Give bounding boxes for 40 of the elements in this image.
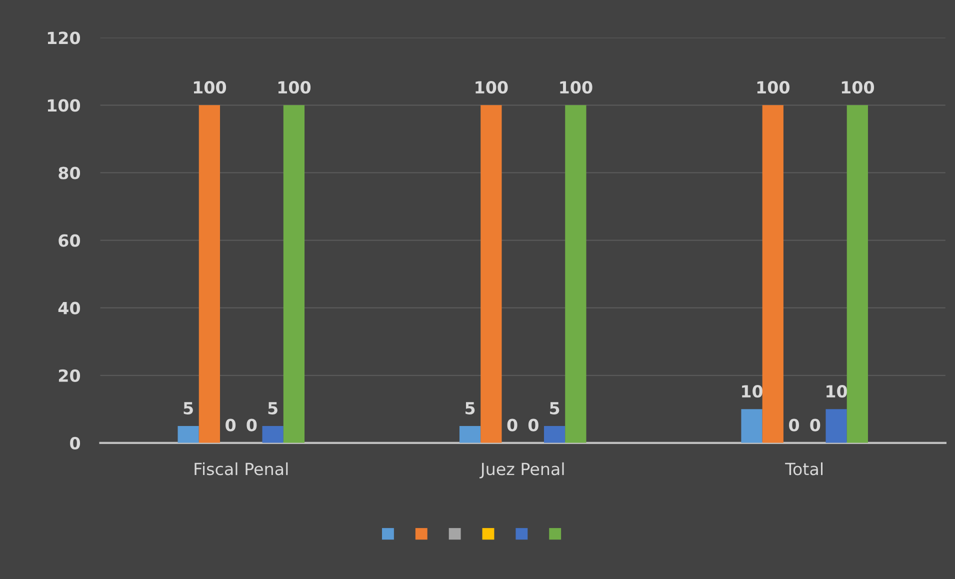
data-label: 10 [742,384,763,398]
y-tick-label: 20 [58,369,80,382]
data-label: 100 [842,81,874,94]
bar [198,105,220,443]
data-label: 5 [268,402,278,414]
data-label: 100 [560,81,592,94]
x-tick-label: Juez Penal [480,462,564,478]
bar [544,426,566,443]
data-label: 0 [507,418,518,432]
y-tick-label: 80 [58,166,80,180]
bar [826,409,847,443]
x-tick-label: Fiscal Penal [194,462,288,476]
y-tick-label: 100 [48,99,80,112]
bar [762,105,784,443]
data-label: 10 [826,384,848,398]
data-label: 0 [246,418,257,432]
data-label: 5 [184,402,193,414]
bar [741,409,762,443]
bar [846,105,868,443]
bar [459,426,481,443]
data-label: 100 [194,81,226,94]
data-label: 0 [528,418,538,432]
data-label: 5 [550,402,560,414]
data-label: 0 [810,418,820,432]
data-label: 0 [789,418,800,432]
y-tick-label: 60 [58,234,80,247]
data-label: 100 [476,81,508,94]
y-tick-label: 120 [48,32,80,44]
data-label: 0 [226,418,236,432]
bar [262,426,284,443]
data-label: 100 [278,81,311,94]
y-tick-label: 40 [58,302,80,314]
y-tick-label: 0 [70,436,80,450]
x-tick-label: Total [785,462,822,476]
bar [178,426,199,443]
data-label: 100 [757,81,790,94]
bar [565,105,586,443]
bar [283,105,305,443]
bar [480,105,502,443]
data-label: 5 [466,402,475,414]
